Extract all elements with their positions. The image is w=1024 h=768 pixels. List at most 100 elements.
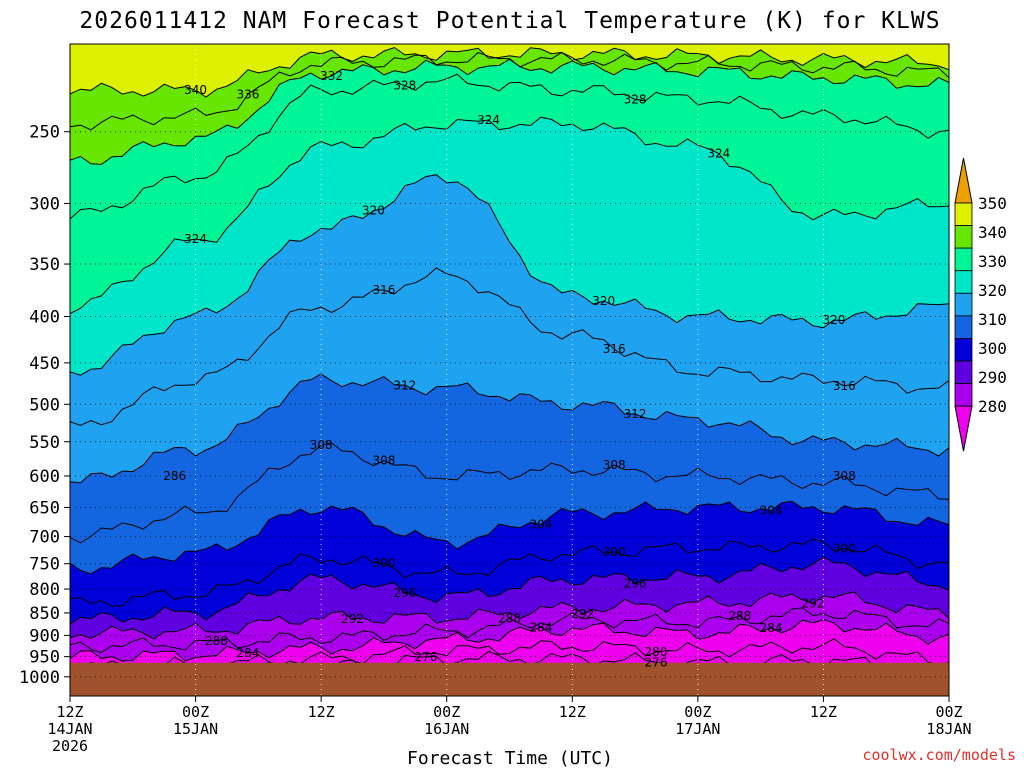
contour-label-300: 300 <box>833 541 856 555</box>
contour-label-304: 304 <box>529 517 552 531</box>
contour-label-276: 276 <box>645 655 668 669</box>
colorbar-label-340: 340 <box>978 223 1007 242</box>
contour-label-320: 320 <box>362 204 385 218</box>
contour-label-304: 304 <box>760 504 783 518</box>
isentrope-336 <box>70 51 949 131</box>
colorbar-segment-3 <box>954 270 973 294</box>
x-tick-label-48: 12Z <box>559 703 586 721</box>
x-tick-year-0: 2026 <box>52 737 88 755</box>
contour-label-320: 320 <box>592 294 615 308</box>
ground-fill <box>70 662 949 696</box>
y-tick-label-1000: 1000 <box>19 668 60 688</box>
contour-label-288: 288 <box>205 634 228 648</box>
colorbar-segment-0 <box>954 202 973 226</box>
colorbar-segment-5 <box>954 315 973 339</box>
x-tick-label-24: 12Z <box>308 703 335 721</box>
colorbar-label-310: 310 <box>978 310 1007 329</box>
contour-label-324: 324 <box>707 146 730 160</box>
band-324 <box>70 44 949 314</box>
isentrope-320 <box>70 174 949 376</box>
color-filled-bands <box>70 44 949 696</box>
x-tick-label-0: 12Z <box>56 703 83 721</box>
contour-label-324: 324 <box>477 113 500 127</box>
y-axis: 2503003504004505005506006507007508008509… <box>19 123 70 688</box>
contour-label-288: 288 <box>728 609 751 623</box>
y-tick-label-600: 600 <box>29 467 60 487</box>
contour-label-292: 292 <box>802 596 825 610</box>
y-tick-label-350: 350 <box>29 255 60 275</box>
contour-label-280: 280 <box>645 645 668 659</box>
plot-frame <box>69 43 950 697</box>
colorbar-segment-7 <box>954 360 973 384</box>
x-tick-date-0: 14JAN <box>47 720 92 738</box>
contour-label-284: 284 <box>529 620 552 634</box>
contour-label-324: 324 <box>184 232 207 246</box>
contour-label-300: 300 <box>372 556 395 570</box>
y-tick-label-900: 900 <box>29 626 60 646</box>
contour-label-316: 316 <box>833 379 856 393</box>
contour-label-316: 316 <box>603 342 626 356</box>
contour-label-300: 300 <box>603 545 626 559</box>
x-tick-label-84: 00Z <box>935 703 962 721</box>
x-tick-date-12: 15JAN <box>173 720 218 738</box>
contour-label-288: 288 <box>498 612 521 626</box>
isentrope-284 <box>70 619 949 662</box>
contour-label-276: 276 <box>414 650 437 664</box>
isentrope-312 <box>70 373 949 484</box>
band-340 <box>70 44 949 97</box>
colorbar-arrow-bottom <box>954 405 973 452</box>
contour-label-320: 320 <box>822 313 845 327</box>
y-tick-label-700: 700 <box>29 528 60 548</box>
colorbar-label-330: 330 <box>978 252 1007 271</box>
colorbar-segment-2 <box>954 247 973 272</box>
contour-label-284: 284 <box>760 621 783 635</box>
contour-label-308: 308 <box>372 454 395 468</box>
isentrope-300 <box>70 538 949 607</box>
x-axis-title: Forecast Time (UTC) <box>407 748 613 768</box>
isentrope-324 <box>70 116 949 315</box>
isentrope-296 <box>70 556 949 625</box>
x-tick-label-60: 00Z <box>684 703 711 721</box>
y-tick-label-650: 650 <box>29 498 60 518</box>
isentrope-332 <box>70 58 949 165</box>
isentrope-308 <box>70 442 949 544</box>
contour-label-308: 308 <box>310 438 333 452</box>
contour-label-308: 308 <box>603 458 626 472</box>
contour-label-296: 296 <box>393 586 416 600</box>
chart-title: 2026011412 NAM Forecast Potential Temper… <box>79 8 940 34</box>
y-tick-label-250: 250 <box>29 123 60 143</box>
isentrope-288 <box>70 607 949 654</box>
x-tick-date-84: 18JAN <box>926 720 971 738</box>
isentrope-292 <box>70 591 949 640</box>
colorbar-segment-1 <box>954 225 973 249</box>
y-tick-label-850: 850 <box>29 604 60 624</box>
contour-label-316: 316 <box>372 283 395 297</box>
y-tick-label-400: 400 <box>29 308 60 328</box>
x-tick-label-36: 00Z <box>433 703 460 721</box>
isentrope-304 <box>70 500 949 575</box>
contour-label-332: 332 <box>320 69 343 83</box>
y-tick-label-950: 950 <box>29 648 60 668</box>
colorbar-label-350: 350 <box>978 194 1007 213</box>
colorbar-segment-4 <box>954 292 973 317</box>
contour-label-286: 286 <box>163 469 186 483</box>
y-tick-label-450: 450 <box>29 354 60 374</box>
colorbar-label-280: 280 <box>978 397 1007 416</box>
colorbar-arrow-top <box>954 157 973 204</box>
contour-label-308: 308 <box>833 469 856 483</box>
isentrope-340 <box>70 46 949 98</box>
y-tick-label-550: 550 <box>29 433 60 453</box>
contour-label-312: 312 <box>393 378 416 392</box>
credit-text: coolwx.com/models <box>862 746 1016 764</box>
isentrope-contours <box>70 46 949 680</box>
band-328 <box>70 44 949 219</box>
isentrope-316 <box>70 267 949 426</box>
contour-label-312: 312 <box>624 407 647 421</box>
colorbar-label-300: 300 <box>978 339 1007 358</box>
contour-label-296: 296 <box>624 576 647 590</box>
y-tick-label-300: 300 <box>29 194 60 214</box>
contour-label-336: 336 <box>236 87 259 101</box>
colorbar-label-320: 320 <box>978 281 1007 300</box>
isentrope-328 <box>70 73 949 220</box>
contour-labels: 340 336 332 328 324 324 328 324 320 320 316 316 320 3… <box>163 69 856 669</box>
